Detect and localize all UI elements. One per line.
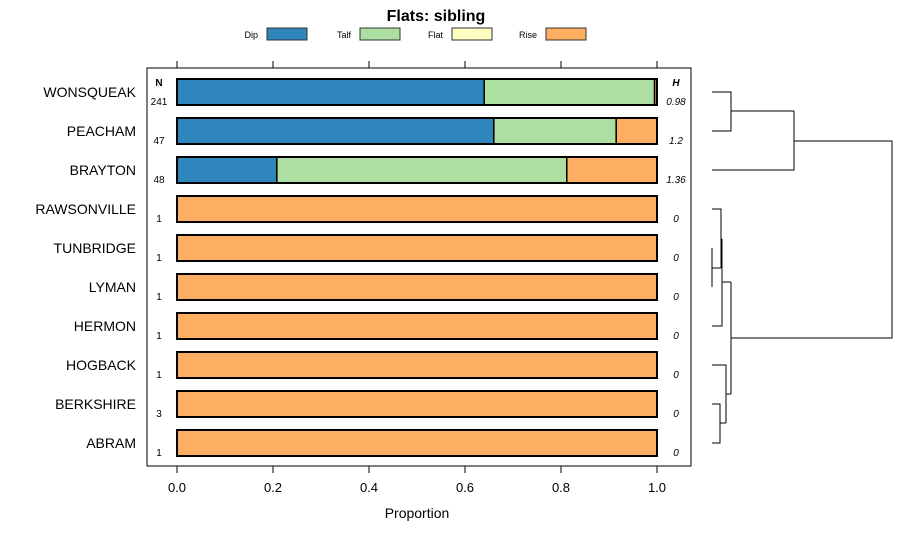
n-value: 47 <box>153 136 165 147</box>
n-value: 3 <box>156 409 162 420</box>
bar-row-wonsqueak: WONSQUEAK 241 0.98 <box>43 78 686 108</box>
legend-swatch-rise <box>545 27 587 41</box>
bar-row-abram: ABRAM 1 0 <box>86 429 679 459</box>
x-axis: 0.0 0.2 0.4 0.6 0.8 1.0 <box>168 61 666 495</box>
n-value: 1 <box>156 214 162 225</box>
chart-title: Flats: sibling <box>387 8 486 25</box>
legend: Dip Talf Flat Rise <box>244 27 587 41</box>
bar-segment-talf <box>276 156 568 184</box>
bar-row-lyman: LYMAN 1 0 <box>89 273 679 303</box>
bar-outline <box>176 156 658 184</box>
x-axis-label: Proportion <box>385 505 450 521</box>
x-tick-label: 0.2 <box>264 480 282 495</box>
bar-segment-talf <box>483 78 656 106</box>
bar-row-tunbridge: TUNBRIDGE 1 0 <box>54 234 679 264</box>
bar-row-hermon: HERMON 1 0 <box>74 312 679 342</box>
bar-outline <box>176 273 658 301</box>
bar-outline <box>176 390 658 418</box>
n-value: 241 <box>151 97 168 108</box>
bar-row-peacham: PEACHAM 47 1.2 <box>67 117 683 147</box>
bar-segment-rise <box>615 117 658 145</box>
bar-segment-rise <box>176 195 658 223</box>
category-label: HERMON <box>74 318 136 334</box>
h-header: H <box>672 78 680 89</box>
category-label: LYMAN <box>89 279 136 295</box>
category-label: TUNBRIDGE <box>54 240 136 256</box>
category-label: HOGBACK <box>66 357 137 373</box>
legend-swatch-dip <box>266 27 308 41</box>
bar-outline <box>176 351 658 379</box>
bar-segment-rise <box>176 429 658 457</box>
legend-label-flat: Flat <box>428 30 444 40</box>
category-label: RAWSONVILLE <box>35 201 136 217</box>
h-value: 0 <box>673 370 679 381</box>
legend-label-dip: Dip <box>244 30 258 40</box>
bar-segment-dip <box>176 156 278 184</box>
bar-segment-dip <box>176 78 485 106</box>
bar-outline <box>176 117 658 145</box>
bar-segment-rise <box>176 234 658 262</box>
bar-outline <box>176 195 658 223</box>
h-value: 0 <box>673 253 679 264</box>
bar-rows: WONSQUEAK 241 0.98 PEACHAM 47 1.2 BRAYTON 48 1.3… <box>35 78 686 459</box>
legend-label-talf: Talf <box>337 30 352 40</box>
h-value: 0 <box>673 409 679 420</box>
bar-row-rawsonville: RAWSONVILLE 1 0 <box>35 195 679 225</box>
category-label: BERKSHIRE <box>55 396 136 412</box>
bar-segment-rise <box>176 390 658 418</box>
h-value: 0 <box>673 331 679 342</box>
x-tick-label: 0.6 <box>456 480 474 495</box>
h-value: 1.36 <box>666 175 686 186</box>
h-value: 1.2 <box>669 136 683 147</box>
n-value: 1 <box>156 448 162 459</box>
n-header: N <box>155 78 162 89</box>
dendrogram-branch <box>712 239 723 327</box>
bar-segment-talf <box>493 117 617 145</box>
legend-swatch-talf <box>359 27 401 41</box>
x-tick-label: 0.4 <box>360 480 378 495</box>
dendrogram-branch <box>712 403 721 444</box>
dendrogram-branch <box>712 111 795 171</box>
category-label: PEACHAM <box>67 123 136 139</box>
bar-segment-rise <box>176 312 658 340</box>
x-tick-label: 0.0 <box>168 480 186 495</box>
bar-row-brayton: BRAYTON 48 1.36 <box>70 156 686 186</box>
bar-outline <box>176 429 658 457</box>
bar-outline <box>176 78 658 106</box>
bar-segment-rise <box>566 156 658 184</box>
n-value: 48 <box>153 175 165 186</box>
dendrogram-branch <box>712 91 732 132</box>
n-value: 1 <box>156 370 162 381</box>
bar-row-berkshire: BERKSHIRE 3 0 <box>55 390 679 420</box>
n-value: 1 <box>156 292 162 303</box>
x-tick-label: 0.8 <box>552 480 570 495</box>
bar-outline <box>176 234 658 262</box>
n-value: 1 <box>156 331 162 342</box>
bar-segment-rise <box>176 273 658 301</box>
bar-segment-rise <box>176 351 658 379</box>
dendrogram-branch <box>712 208 722 268</box>
h-value: 0 <box>673 292 679 303</box>
h-value: 0 <box>673 214 679 225</box>
dendrogram-branch <box>731 140 893 339</box>
dendrogram <box>711 91 893 444</box>
bar-segment-dip <box>176 117 495 145</box>
category-label: ABRAM <box>86 435 136 451</box>
category-label: WONSQUEAK <box>43 84 136 100</box>
legend-label-rise: Rise <box>519 30 537 40</box>
bar-row-hogback: HOGBACK 1 0 <box>66 351 679 381</box>
x-tick-label: 1.0 <box>648 480 666 495</box>
plot-frame <box>146 67 692 467</box>
n-value: 1 <box>156 253 162 264</box>
h-value: 0.98 <box>666 97 686 108</box>
dendrogram-branch <box>712 364 727 423</box>
h-value: 0 <box>673 448 679 459</box>
bar-outline <box>176 312 658 340</box>
category-label: BRAYTON <box>70 162 136 178</box>
legend-swatch-flat <box>451 27 493 41</box>
